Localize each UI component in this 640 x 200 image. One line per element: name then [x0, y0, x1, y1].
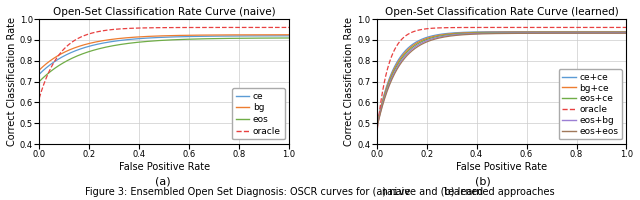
- Text: (b): (b): [476, 176, 491, 186]
- Legend: ce+ce, bg+ce, eos+ce, oracle, eos+bg, eos+eos: ce+ce, bg+ce, eos+ce, oracle, eos+bg, eo…: [559, 69, 622, 139]
- Y-axis label: Correct Classification Rate: Correct Classification Rate: [344, 17, 355, 146]
- Legend: ce, bg, eos, oracle: ce, bg, eos, oracle: [232, 88, 285, 139]
- Y-axis label: Correct Classification Rate: Correct Classification Rate: [7, 17, 17, 146]
- Text: Figure 3: Ensembled Open Set Diagnosis: OSCR curves for (a) naive and (b) learne: Figure 3: Ensembled Open Set Diagnosis: …: [85, 187, 555, 197]
- Title: Open-Set Classification Rate Curve (naive): Open-Set Classification Rate Curve (naiv…: [53, 7, 275, 17]
- Text: naive: naive: [381, 187, 410, 197]
- Title: Open-Set Classification Rate Curve (learned): Open-Set Classification Rate Curve (lear…: [385, 7, 618, 17]
- X-axis label: False Positive Rate: False Positive Rate: [456, 162, 547, 172]
- Text: learned: learned: [442, 187, 483, 197]
- Text: (a): (a): [156, 176, 171, 186]
- X-axis label: False Positive Rate: False Positive Rate: [118, 162, 210, 172]
